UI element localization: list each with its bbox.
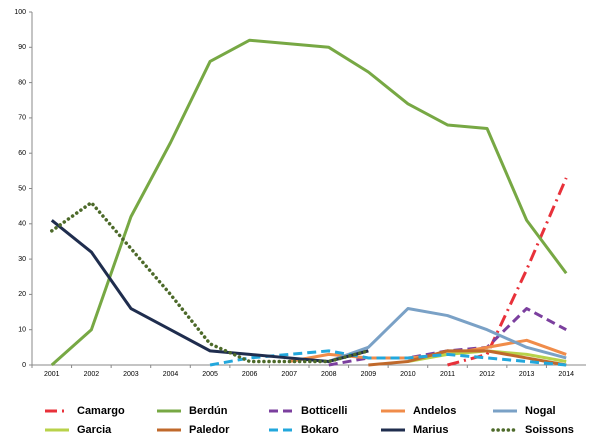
x-tick-label: 2009 xyxy=(361,371,377,378)
y-tick-label: 20 xyxy=(18,291,26,298)
x-tick-label: 2001 xyxy=(44,371,60,378)
y-tick-label: 50 xyxy=(18,185,26,192)
legend-label: Marius xyxy=(413,424,448,436)
legend-label: Berdún xyxy=(189,405,228,417)
x-tick-label: 2008 xyxy=(321,371,337,378)
y-tick-label: 40 xyxy=(18,221,26,228)
x-tick-label: 2005 xyxy=(202,371,218,378)
x-tick-label: 2006 xyxy=(242,371,258,378)
y-tick-label: 100 xyxy=(14,9,26,16)
legend-label: Bokaro xyxy=(301,424,339,436)
y-tick-label: 70 xyxy=(18,115,26,122)
x-tick-label: 2010 xyxy=(400,371,416,378)
x-tick-label: 2012 xyxy=(479,371,495,378)
legend-label: Botticelli xyxy=(301,405,347,417)
x-tick-label: 2004 xyxy=(163,371,179,378)
legend-label: Soissons xyxy=(525,424,574,436)
legend-label: Nogal xyxy=(525,405,556,417)
series-line xyxy=(50,200,371,364)
y-tick-label: 0 xyxy=(22,362,26,369)
series-line xyxy=(328,307,567,363)
x-tick-label: 2014 xyxy=(558,371,574,378)
series-line xyxy=(50,219,369,363)
y-tick-label: 30 xyxy=(18,256,26,263)
legend-label: Andelos xyxy=(413,405,456,417)
y-tick-label: 10 xyxy=(18,327,26,334)
x-tick-label: 2003 xyxy=(123,371,139,378)
y-tick-label: 90 xyxy=(18,44,26,51)
legend-label: Paledor xyxy=(189,424,230,436)
series-line xyxy=(368,349,567,367)
legend-label: Camargo xyxy=(77,405,125,417)
x-tick-label: 2013 xyxy=(519,371,535,378)
x-tick-label: 2002 xyxy=(84,371,100,378)
y-tick-label: 60 xyxy=(18,150,26,157)
series-line xyxy=(50,38,568,367)
x-tick-label: 2011 xyxy=(440,371,455,378)
y-tick-label: 80 xyxy=(18,79,26,86)
legend-label: Garcia xyxy=(77,424,112,436)
x-tick-label: 2007 xyxy=(281,371,297,378)
